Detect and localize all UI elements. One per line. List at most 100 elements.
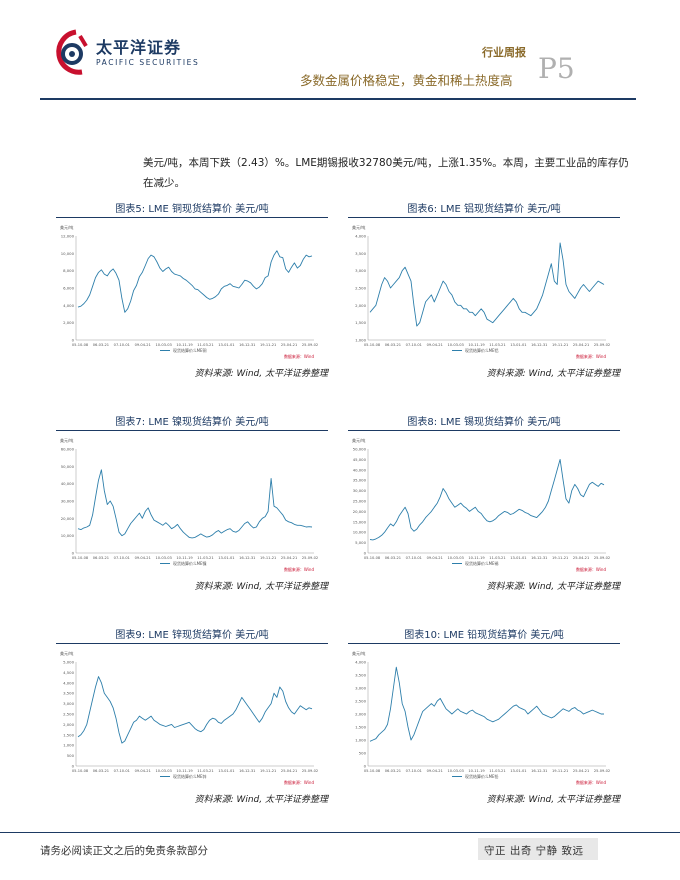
figure-title-rule xyxy=(56,430,328,431)
y-tick-label: 3,000 xyxy=(63,701,74,706)
y-tick-label: 4,000 xyxy=(63,680,74,685)
y-tick-label: 8,000 xyxy=(63,268,74,273)
x-tick-label: 13-01-01 xyxy=(218,769,234,773)
series-line xyxy=(369,242,605,327)
figure-title: 图表7: LME 镍现货结算价 美元/吨 xyxy=(115,417,269,428)
footer-motto-background xyxy=(478,838,598,860)
y-unit-label: 美元/吨 xyxy=(352,650,365,656)
x-tick-label: 09-04-21 xyxy=(427,769,443,773)
legend-label: 现货结算价:LME锌 xyxy=(173,773,207,779)
y-tick-label: 2,000 xyxy=(355,303,366,308)
x-tick-label: 25-04-21 xyxy=(281,556,297,560)
x-tick-label: 25-04-21 xyxy=(573,343,589,347)
footer-disclaimer: 请务必阅读正文之后的免责条款部分 xyxy=(40,845,208,857)
y-tick-label: 2,000 xyxy=(63,320,74,325)
x-tick-label: 16-12-31 xyxy=(239,556,255,560)
figure-title: 图表6: LME 铝现货结算价 美元/吨 xyxy=(407,204,561,215)
y-tick-label: 10,000 xyxy=(353,530,367,535)
x-tick-label: 19-11-21 xyxy=(260,556,276,560)
company-logo-icon xyxy=(56,29,88,75)
x-tick-label: 11-03-21 xyxy=(489,556,505,560)
x-tick-label: 05-10-08 xyxy=(72,556,89,560)
chart-svg: 美元/吨 12,000 10,000 8,000 6,000 4,000 2,000 005-… xyxy=(60,224,318,359)
chart-svg: 美元/吨4,0003,5003,0002,5002,0001,5001,0000… xyxy=(352,224,610,359)
x-tick-label: 09-04-21 xyxy=(427,343,443,347)
figure-source: 资料来源: Wind, 太平洋证券整理 xyxy=(486,369,620,379)
y-tick-label: 10,000 xyxy=(61,251,75,256)
x-tick-label: 09-04-21 xyxy=(427,556,443,560)
x-tick-label: 10-11-19 xyxy=(468,343,485,347)
x-tick-label: 06-03-21 xyxy=(93,556,109,560)
x-tick-label: 10-03-03 xyxy=(447,769,463,773)
x-tick-label: 10-11-19 xyxy=(468,556,485,560)
y-tick-label: 30,000 xyxy=(61,499,75,504)
y-tick-label: 3,500 xyxy=(355,673,366,678)
series-line xyxy=(77,250,313,313)
x-tick-label: 25-09-02 xyxy=(594,343,610,347)
y-tick-label: 500 xyxy=(359,751,367,756)
x-tick-label: 25-04-21 xyxy=(281,343,297,347)
x-tick-label: 05-10-08 xyxy=(364,556,381,560)
line-chart: 美元/吨 12,000 10,000 8,000 6,000 4,000 2,000 0 05-… xyxy=(56,222,328,364)
x-tick-label: 13-01-01 xyxy=(510,769,526,773)
x-tick-label: 16-12-31 xyxy=(239,769,255,773)
x-tick-label: 06-03-21 xyxy=(385,556,401,560)
y-tick-label: 3,500 xyxy=(63,691,74,696)
y-tick-label: 1,500 xyxy=(355,725,366,730)
series-line xyxy=(77,469,313,539)
x-tick-label: 11-03-21 xyxy=(489,343,505,347)
y-tick-label: 1,000 xyxy=(63,743,74,748)
chart-svg: 美元/吨 60,000 50,000 40,000 30,000 20,000 10,000… xyxy=(60,437,318,572)
chart-credit: 数据来源：Wind xyxy=(576,566,607,572)
y-tick-label: 2,500 xyxy=(63,712,74,717)
y-tick-label: 10,000 xyxy=(61,533,75,538)
chart-credit: 数据来源：Wind xyxy=(284,779,315,785)
y-tick-label: 4,500 xyxy=(63,670,74,675)
x-tick-label: 09-04-21 xyxy=(135,343,151,347)
figure-title-rule xyxy=(56,217,328,218)
x-tick-label: 06-03-21 xyxy=(93,343,109,347)
y-tick-label: 1,000 xyxy=(355,738,366,743)
y-tick-label: 5,000 xyxy=(355,540,366,545)
x-tick-label: 05-10-08 xyxy=(72,343,89,347)
x-tick-label: 16-12-31 xyxy=(531,343,547,347)
x-tick-label: 19-11-21 xyxy=(260,343,276,347)
figure-title-rule xyxy=(348,643,620,644)
y-tick-label: 50,000 xyxy=(61,464,75,469)
y-unit-label: 美元/吨 xyxy=(352,437,365,443)
y-tick-label: 20,000 xyxy=(61,516,75,521)
legend-label: 现货结算价:LME铜 xyxy=(173,347,207,353)
figure-title: 图表5: LME 铜现货结算价 美元/吨 xyxy=(115,204,269,215)
y-tick-label: 0 xyxy=(364,764,367,769)
x-tick-label: 25-09-02 xyxy=(302,769,318,773)
x-tick-label: 10-11-19 xyxy=(176,556,193,560)
figure-title: 图表8: LME 锡现货结算价 美元/吨 xyxy=(407,417,561,428)
y-tick-label: 45,000 xyxy=(353,457,367,462)
figure-title: 图表10: LME 铅现货结算价 美元/吨 xyxy=(404,630,564,641)
x-tick-label: 06-03-21 xyxy=(93,769,109,773)
x-tick-label: 25-09-02 xyxy=(302,343,318,347)
y-tick-label: 0 xyxy=(72,551,75,556)
y-tick-label: 2,000 xyxy=(355,712,366,717)
y-tick-label: 4,000 xyxy=(63,303,74,308)
x-tick-label: 10-03-03 xyxy=(155,343,171,347)
chart-credit: 数据来源：Wind xyxy=(576,353,607,359)
y-tick-label: 6,000 xyxy=(63,286,74,291)
page-number: P5 xyxy=(538,52,575,85)
body-paragraph: 美元/吨，本周下跌（2.43）%。LME期锡报收32780美元/吨，上涨1.35… xyxy=(143,157,629,189)
y-tick-label: 3,000 xyxy=(355,268,366,273)
figure-title-rule xyxy=(348,430,620,431)
figure-source: 资料来源: Wind, 太平洋证券整理 xyxy=(486,795,620,805)
y-tick-label: 35,000 xyxy=(353,478,367,483)
series-line xyxy=(369,666,604,742)
y-tick-label: 40,000 xyxy=(353,467,367,472)
line-chart: 美元/吨 4,000 3,500 3,000 2,500 2,000 1,500 1,000 0… xyxy=(348,222,620,364)
x-tick-label: 06-03-21 xyxy=(385,769,401,773)
y-unit-label: 美元/吨 xyxy=(352,224,365,230)
chart-svg: 美元/吨 4,000 3,500 3,000 2,500 2,000 1,500 1,000 5… xyxy=(352,650,610,785)
x-tick-label: 07-10-01 xyxy=(406,343,422,347)
figure-source: 资料来源: Wind, 太平洋证券整理 xyxy=(194,369,328,379)
x-tick-label: 10-11-19 xyxy=(468,769,485,773)
header-divider xyxy=(40,98,636,100)
figure-source: 资料来源: Wind, 太平洋证券整理 xyxy=(194,582,328,592)
